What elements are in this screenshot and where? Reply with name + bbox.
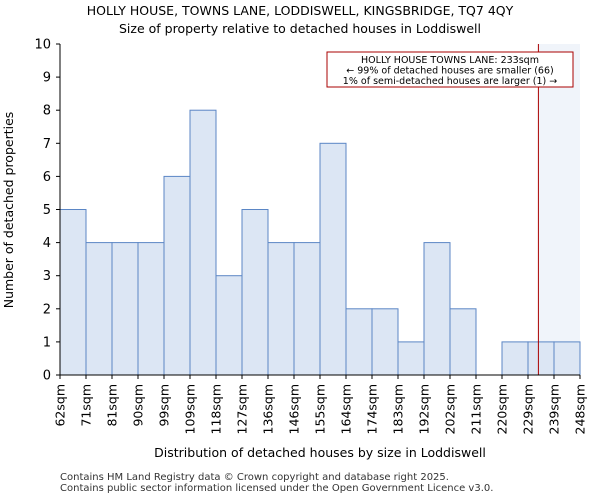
- y-tick-label: 4: [43, 236, 51, 251]
- x-tick-label: 211sqm: [469, 384, 484, 434]
- x-tick-label: 164sqm: [339, 384, 354, 434]
- bar-81sqm: [111, 242, 139, 376]
- y-tick-label: 1: [43, 335, 51, 350]
- footer: Contains HM Land Registry data © Crown c…: [60, 472, 493, 494]
- y-tick-label: 6: [43, 170, 51, 185]
- bar-202sqm: [449, 308, 477, 376]
- bar-229sqm: [527, 341, 555, 376]
- chart-title-block: HOLLY HOUSE, TOWNS LANE, LODDISWELL, KIN…: [0, 2, 600, 38]
- annotation-box: [326, 51, 574, 88]
- bar-155sqm: [319, 142, 347, 376]
- histogram-chart: 0 1 2 3 4 5 6 7 8 9 10 62sqm 71sqm 81sqm 90sqm 99sqm 109…: [1, 38, 588, 461]
- y-tick-label: 0: [43, 369, 51, 384]
- x-tick-label: 118sqm: [209, 384, 224, 434]
- annotation-line-1: HOLLY HOUSE TOWNS LANE: 233sqm: [361, 55, 539, 66]
- x-tick-label: 202sqm: [443, 384, 458, 434]
- x-tick-label: 229sqm: [521, 384, 536, 434]
- x-tick-label: 81sqm: [105, 384, 120, 427]
- x-tick-label: 146sqm: [287, 384, 302, 434]
- x-tick-label: 127sqm: [235, 384, 250, 434]
- x-axis-label: Distribution of detached houses by size …: [154, 445, 486, 460]
- y-tick-label: 5: [43, 203, 51, 218]
- bar-62sqm: [59, 209, 87, 376]
- bar-164sqm: [345, 308, 373, 376]
- bar-192sqm: [423, 242, 451, 376]
- y-tick-label: 3: [43, 269, 51, 284]
- annotation-line-2: ← 99% of detached houses are smaller (66…: [346, 66, 553, 77]
- x-tick-label: 62sqm: [53, 384, 68, 427]
- x-tick-label: 239sqm: [547, 384, 562, 434]
- bar-239sqm: [553, 341, 581, 376]
- x-tick-label: 71sqm: [79, 384, 94, 427]
- y-tick-label: 7: [43, 137, 51, 152]
- bar-109sqm: [189, 109, 217, 376]
- bar-174sqm: [371, 308, 399, 376]
- chart-title: HOLLY HOUSE, TOWNS LANE, LODDISWELL, KIN…: [86, 3, 514, 18]
- bar-183sqm: [397, 341, 425, 376]
- x-tick-label: 136sqm: [261, 384, 276, 434]
- y-tick-label: 8: [43, 104, 51, 119]
- x-tick-label: 109sqm: [183, 384, 198, 434]
- bar-146sqm: [293, 242, 321, 376]
- footer-line-2: Contains public sector information licen…: [60, 483, 494, 494]
- bar-99sqm: [163, 175, 191, 376]
- x-tick-label: 90sqm: [131, 384, 146, 427]
- bar-127sqm: [241, 209, 269, 376]
- y-axis-label: Number of detached properties: [1, 112, 16, 309]
- y-tick-label: 10: [34, 38, 51, 53]
- x-tick-label: 183sqm: [391, 384, 406, 434]
- highlight-region: [538, 44, 580, 375]
- x-tick-label: 155sqm: [313, 384, 328, 434]
- x-tick-label: 220sqm: [495, 384, 510, 434]
- x-tick-label: 192sqm: [417, 384, 432, 434]
- x-tick-label: 248sqm: [573, 384, 588, 434]
- chart-subtitle: Size of property relative to detached ho…: [118, 21, 482, 36]
- bar-71sqm: [85, 242, 113, 376]
- x-tick-label: 174sqm: [365, 384, 380, 434]
- bar-118sqm: [215, 275, 243, 376]
- bar-90sqm: [137, 242, 165, 376]
- bar-136sqm: [267, 242, 295, 376]
- footer-line-1: Contains HM Land Registry data © Crown c…: [60, 472, 449, 483]
- y-tick-label: 2: [43, 302, 51, 317]
- y-tick-label: 9: [43, 71, 51, 86]
- bar-220sqm: [501, 341, 529, 376]
- annotation-line-3: 1% of semi-detached houses are larger (1…: [343, 76, 557, 87]
- x-tick-label: 99sqm: [157, 384, 172, 427]
